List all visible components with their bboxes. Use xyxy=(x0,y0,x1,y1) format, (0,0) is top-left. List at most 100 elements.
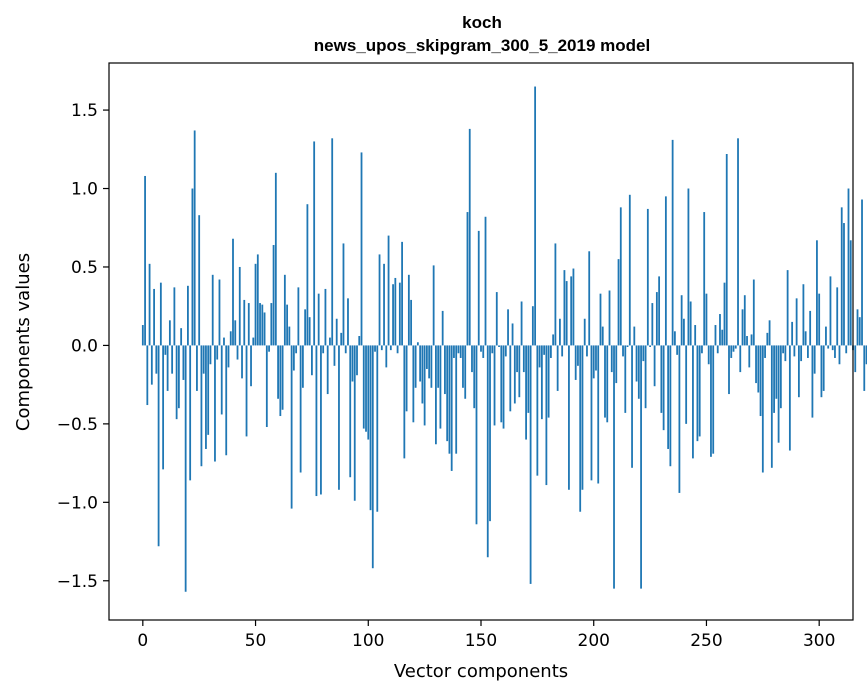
bar-183 xyxy=(554,243,557,346)
bar-245 xyxy=(694,325,697,346)
bar-218 xyxy=(633,326,636,346)
bar-98 xyxy=(362,345,365,429)
bar-116 xyxy=(403,345,406,459)
bar-266 xyxy=(741,309,744,346)
bar-304 xyxy=(827,345,830,349)
bar-154 xyxy=(489,345,491,522)
chart-title: koch xyxy=(462,13,502,32)
bar-165 xyxy=(513,345,516,404)
bar-131 xyxy=(437,345,440,388)
bar-159 xyxy=(500,345,503,423)
bar-265 xyxy=(739,345,742,373)
bar-80 xyxy=(322,345,325,354)
bar-96 xyxy=(358,336,361,346)
bar-216 xyxy=(628,194,631,346)
bar-104 xyxy=(376,345,379,512)
bar-59 xyxy=(274,172,277,346)
bar-149 xyxy=(477,230,480,346)
bar-262 xyxy=(732,345,735,352)
bar-28 xyxy=(205,345,207,449)
bar-150 xyxy=(480,345,482,352)
bar-202 xyxy=(597,345,600,484)
bar-45 xyxy=(243,299,246,346)
bar-48 xyxy=(250,345,252,387)
bar-64 xyxy=(286,304,289,346)
bar-238 xyxy=(678,345,681,493)
bar-242 xyxy=(687,188,690,346)
bar-206 xyxy=(606,345,609,423)
bar-140 xyxy=(457,345,460,354)
bar-5 xyxy=(153,288,155,346)
bar-51 xyxy=(256,254,259,346)
bar-314 xyxy=(849,240,852,346)
bar-232 xyxy=(664,196,667,346)
bar-244 xyxy=(692,345,694,459)
bar-303 xyxy=(825,326,827,346)
bar-311 xyxy=(843,223,845,346)
bar-263 xyxy=(734,345,737,349)
bar-291 xyxy=(797,345,800,398)
x-axis-ticks: 0 50 100 150 200 250 300 xyxy=(137,620,835,651)
bar-173 xyxy=(531,306,534,346)
bar-4 xyxy=(150,345,153,385)
bar-20 xyxy=(187,285,189,346)
bar-30 xyxy=(209,345,212,365)
bar-22 xyxy=(191,188,194,346)
bar-271 xyxy=(752,279,755,346)
bar-125 xyxy=(423,345,426,426)
bar-170 xyxy=(525,345,527,440)
bar-60 xyxy=(277,345,279,399)
bar-236 xyxy=(673,331,676,346)
bar-186 xyxy=(561,345,564,357)
bar-93 xyxy=(351,345,354,382)
bar-169 xyxy=(522,345,525,373)
bar-77 xyxy=(315,345,318,497)
x-tick-label: 0 xyxy=(137,631,148,651)
bar-229 xyxy=(658,276,661,346)
bar-63 xyxy=(283,274,286,346)
y-tick-label: −1.0 xyxy=(57,493,98,513)
bar-302 xyxy=(822,345,825,391)
bar-214 xyxy=(624,345,627,413)
bar-87 xyxy=(338,345,340,490)
bar-208 xyxy=(610,345,613,373)
bar-99 xyxy=(365,345,367,432)
bar-18 xyxy=(182,345,185,380)
bar-151 xyxy=(482,345,485,358)
bar-109 xyxy=(387,235,390,346)
bar-75 xyxy=(311,345,313,376)
bar-44 xyxy=(241,345,243,379)
bar-91 xyxy=(347,298,349,346)
bar-122 xyxy=(416,342,419,346)
bar-313 xyxy=(847,188,850,346)
bar-248 xyxy=(701,345,703,354)
bar-226 xyxy=(651,303,654,346)
bar-40 xyxy=(232,238,234,346)
bar-35 xyxy=(220,345,223,415)
bar-188 xyxy=(565,281,568,346)
bar-223 xyxy=(644,345,647,409)
bar-46 xyxy=(245,345,248,437)
y-axis-ticks: −1.5 −1.0 −0.5 0.0 0.5 1.0 1.5 xyxy=(57,101,109,592)
bar-33 xyxy=(216,345,219,360)
bar-136 xyxy=(448,345,451,454)
bar-36 xyxy=(223,337,225,346)
bar-133 xyxy=(441,310,444,346)
bar-163 xyxy=(509,345,512,412)
bar-3 xyxy=(148,263,151,346)
bar-89 xyxy=(342,243,345,346)
bar-69 xyxy=(297,287,300,346)
bar-256 xyxy=(719,314,721,346)
bar-264 xyxy=(737,138,739,346)
bar-88 xyxy=(340,332,343,346)
bar-250 xyxy=(705,293,708,346)
bar-62 xyxy=(281,345,284,410)
bar-123 xyxy=(419,345,422,382)
bar-160 xyxy=(502,345,505,429)
bar-135 xyxy=(446,345,449,442)
bar-141 xyxy=(459,345,462,358)
bar-164 xyxy=(511,323,514,346)
bar-290 xyxy=(795,298,798,346)
bar-258 xyxy=(723,282,726,346)
bar-78 xyxy=(317,293,320,346)
